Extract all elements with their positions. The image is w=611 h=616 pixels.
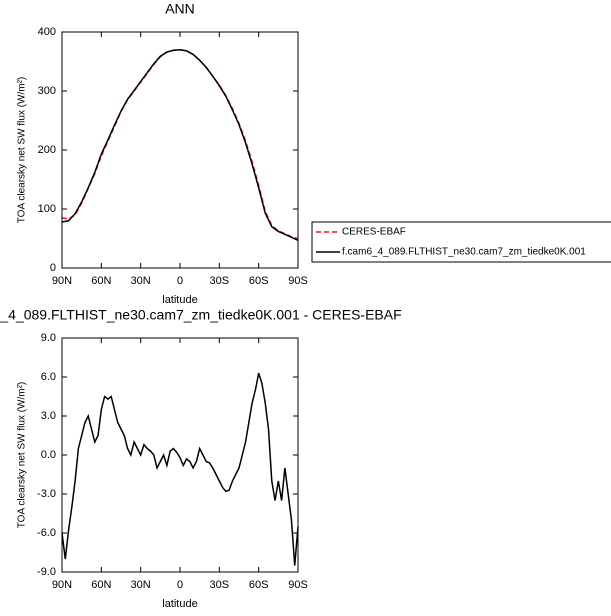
y-tick-label: 9.0 bbox=[41, 332, 56, 344]
data-line bbox=[61, 48, 299, 241]
plot-frame bbox=[61, 31, 299, 269]
data-line bbox=[61, 48, 299, 240]
y-tick-label: -6.0 bbox=[37, 527, 56, 539]
legend-label: CERES-EBAF bbox=[342, 227, 406, 238]
x-tick-label: 60S bbox=[249, 275, 269, 287]
x-tick-label: 60S bbox=[249, 579, 269, 591]
x-axis-label: latitude bbox=[162, 294, 197, 306]
legend-box bbox=[311, 221, 611, 263]
data-line bbox=[61, 372, 299, 566]
chart-title: ANN bbox=[165, 1, 195, 17]
x-tick-label: 90S bbox=[288, 275, 308, 287]
x-tick-label: 0 bbox=[177, 579, 183, 591]
chart-title: f.cam6_4_089.FLTHIST_ne30.cam7_zm_tiedke… bbox=[0, 307, 402, 323]
y-axis-label: TOA clearsky net SW flux (W/m²) bbox=[17, 382, 28, 529]
plot-frame bbox=[61, 337, 299, 573]
x-axis-label: latitude bbox=[162, 598, 197, 610]
y-tick-label: 3.0 bbox=[41, 410, 56, 422]
y-tick-label: 0 bbox=[50, 262, 56, 274]
y-tick-label: -9.0 bbox=[37, 566, 56, 578]
x-tick-label: 90N bbox=[52, 579, 72, 591]
y-tick-label: -3.0 bbox=[37, 488, 56, 500]
y-axis-label: TOA clearsky net SW flux (W/m²) bbox=[17, 77, 28, 224]
y-tick-label: 100 bbox=[38, 203, 56, 215]
x-tick-label: 30S bbox=[210, 275, 230, 287]
x-tick-label: 60N bbox=[91, 579, 111, 591]
x-tick-label: 60N bbox=[91, 275, 111, 287]
legend-label: f.cam6_4_089.FLTHIST_ne30.cam7_zm_tiedke… bbox=[342, 247, 586, 258]
x-tick-label: 30S bbox=[210, 579, 230, 591]
x-tick-label: 0 bbox=[177, 275, 183, 287]
y-tick-label: 6.0 bbox=[41, 371, 56, 383]
x-tick-label: 30N bbox=[131, 579, 151, 591]
y-tick-label: 300 bbox=[38, 85, 56, 97]
y-tick-label: 200 bbox=[38, 144, 56, 156]
x-tick-label: 90N bbox=[52, 275, 72, 287]
y-tick-label: 0.0 bbox=[41, 449, 56, 461]
y-tick-label: 400 bbox=[38, 26, 56, 38]
x-tick-label: 30N bbox=[131, 275, 151, 287]
x-tick-label: 90S bbox=[288, 579, 308, 591]
